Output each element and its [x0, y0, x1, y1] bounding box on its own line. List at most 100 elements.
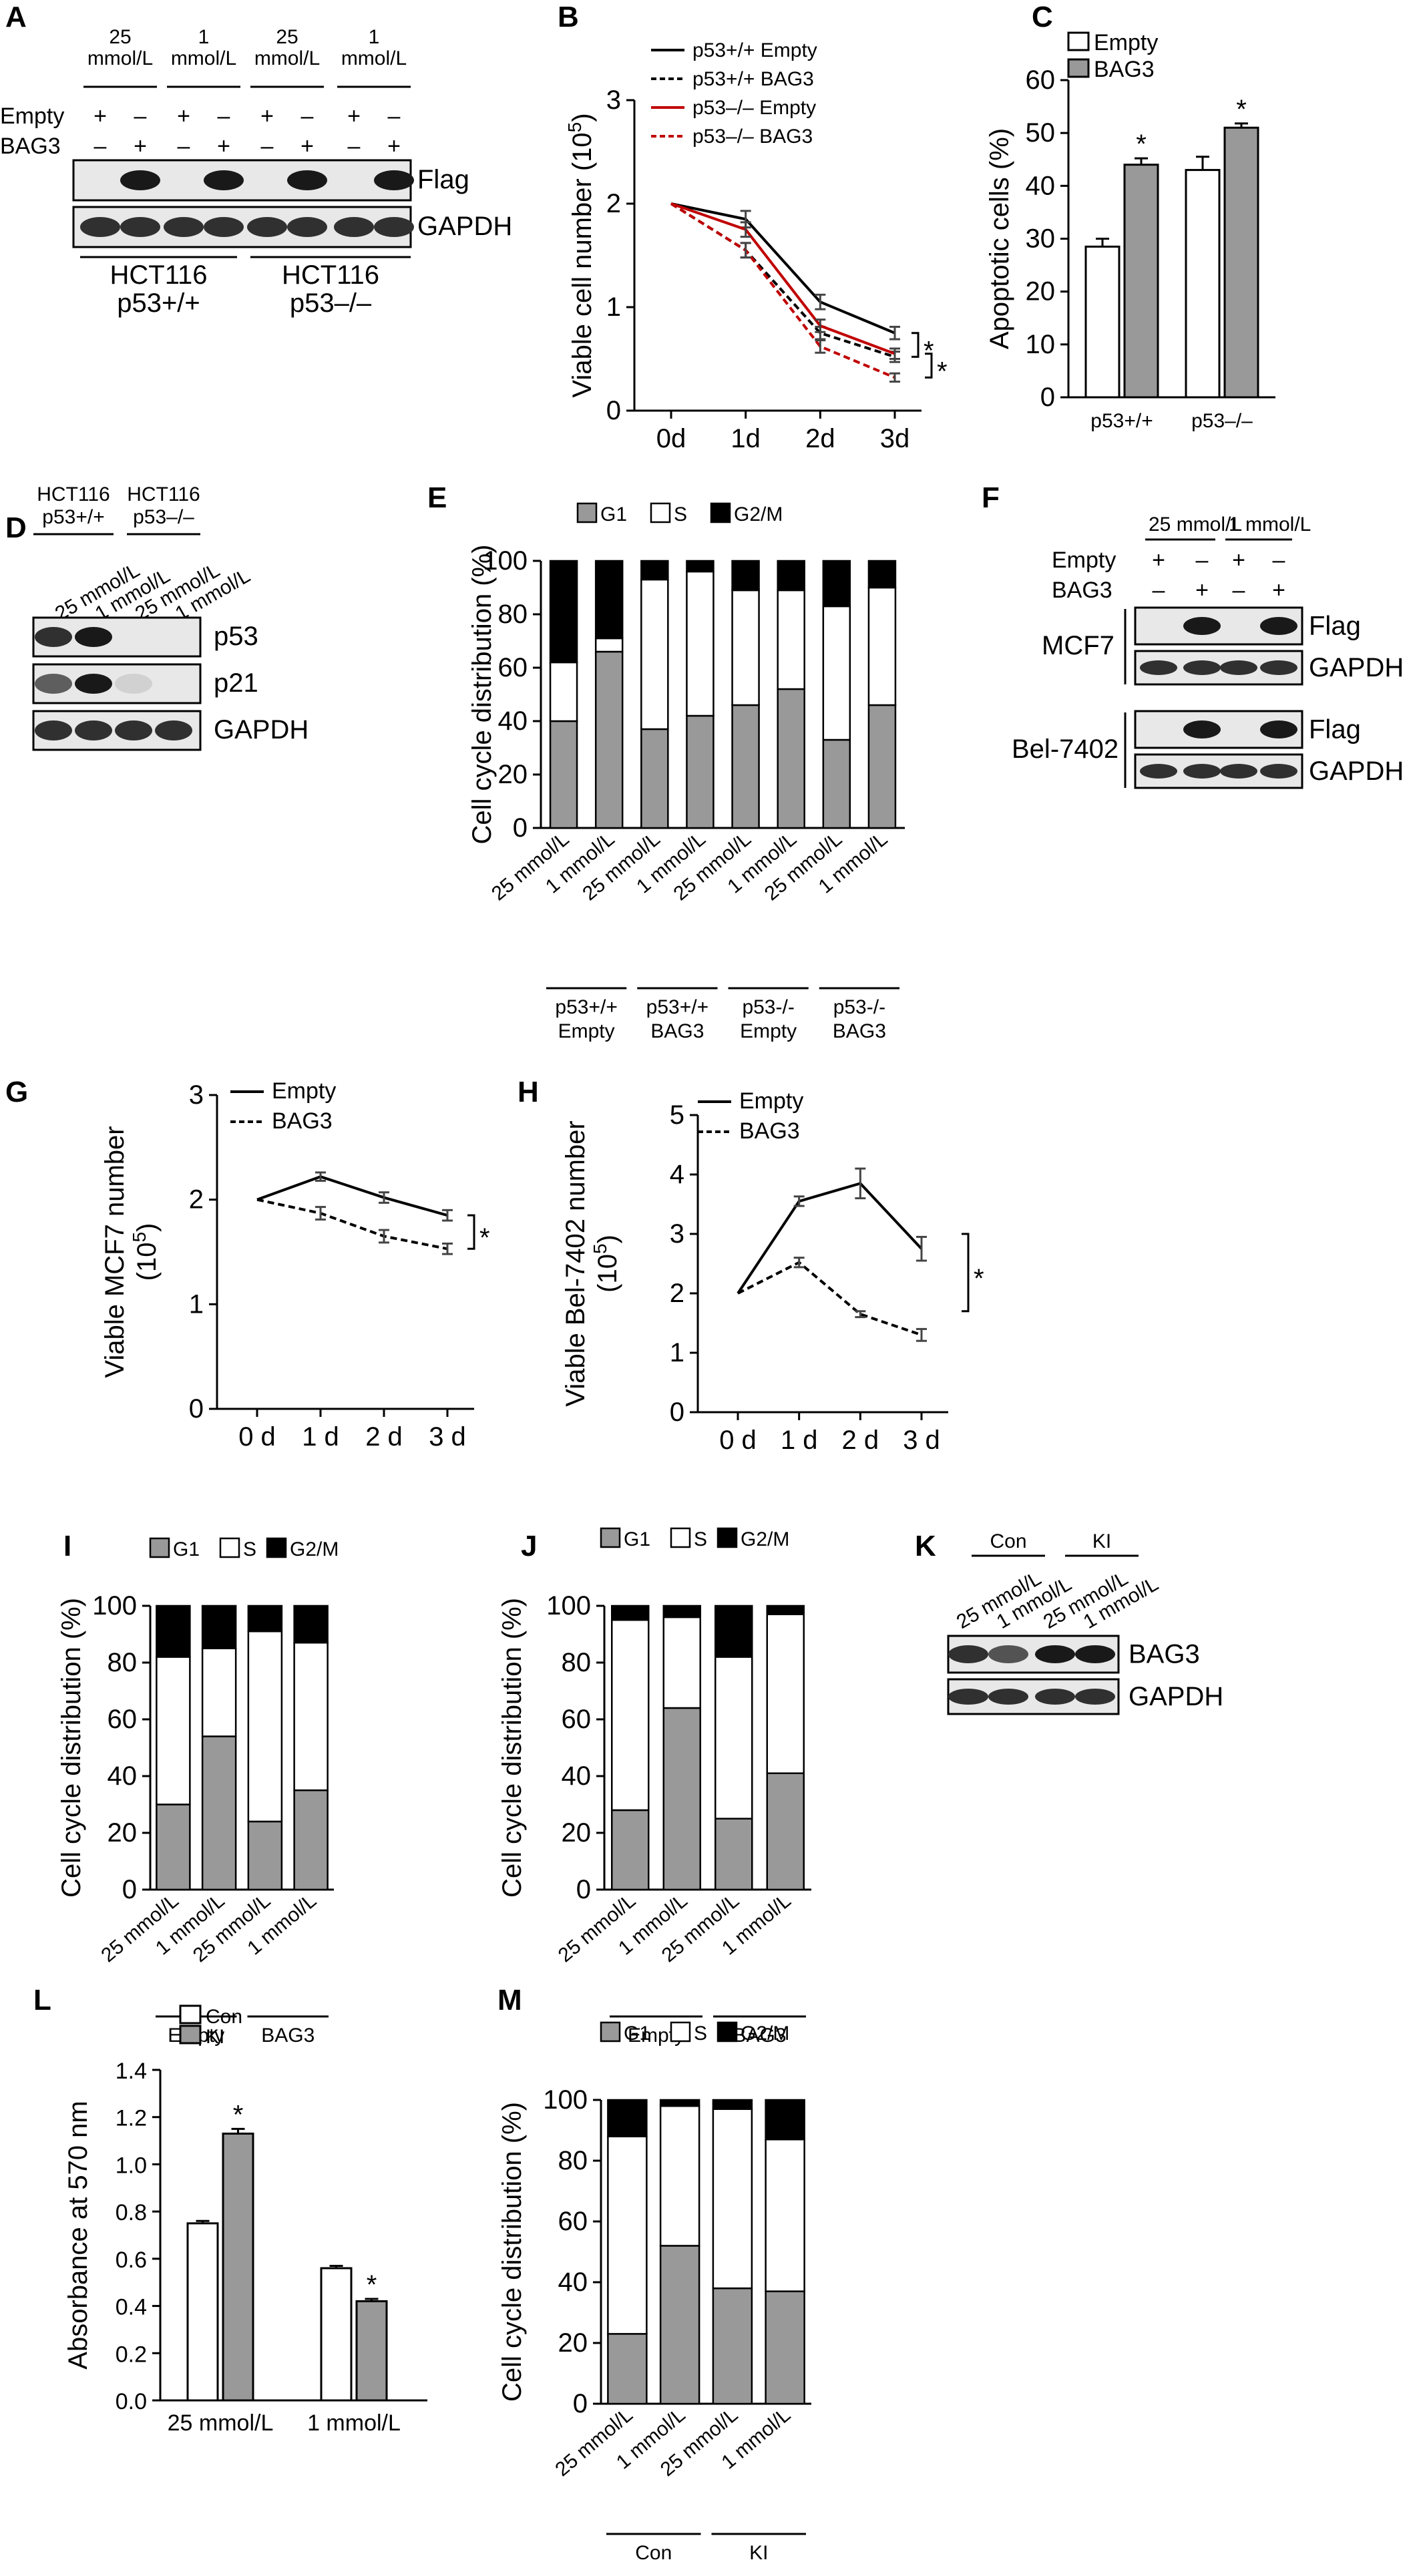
bar-segment — [549, 560, 578, 664]
group-label: BAG3 — [261, 2024, 315, 2047]
y-tick-label: 1 — [670, 1338, 684, 1367]
lane-condition-label: mmol/L — [254, 47, 320, 69]
bar-segment — [156, 1604, 191, 1658]
band-label: GAPDH — [417, 212, 512, 241]
y-tick-label: 1.4 — [116, 2059, 147, 2084]
significance-star: * — [1136, 130, 1147, 159]
y-tick-label: 20 — [108, 1818, 138, 1848]
bar-segment — [611, 1619, 650, 1811]
y-axis-label: (105) — [590, 1235, 623, 1293]
band-label: GAPDH — [1309, 653, 1404, 682]
bar-segment — [594, 560, 624, 640]
panel-label-L: L — [33, 1984, 51, 2016]
bar-segment — [766, 1772, 805, 1891]
bar-segment — [662, 1604, 701, 1619]
group-label: HCT116 — [110, 260, 208, 290]
y-tick-label: 0.2 — [116, 2342, 147, 2367]
sign-mark: + — [1195, 578, 1209, 603]
band — [120, 170, 160, 190]
bar-segment — [867, 704, 897, 829]
bar-segment — [765, 2290, 805, 2405]
bar-segment — [594, 650, 624, 829]
series-line — [256, 1198, 448, 1251]
bar-segment — [715, 1656, 753, 1819]
band — [35, 720, 72, 740]
sign-mark: – — [348, 134, 361, 159]
bar-segment — [607, 2099, 648, 2137]
group-label: p53–/– — [133, 506, 194, 528]
panel-label-J: J — [521, 1530, 537, 1562]
chart-G: 0 1 2 3 Viable MCF7 number (105) 0 d 1 d 2 d 3 d E… — [100, 1078, 490, 1452]
y-axis-label-part: (10 — [132, 1243, 162, 1281]
series-line — [670, 202, 895, 355]
y-tick-label: 60 — [498, 653, 528, 682]
y-axis-label: Viable Bel-7402 number — [561, 1120, 590, 1406]
bar-segment — [715, 1817, 753, 1891]
band — [35, 674, 72, 694]
lane-condition-label: mmol/L — [87, 47, 153, 69]
significance-star: * — [367, 2270, 377, 2300]
bar-segment — [712, 2287, 753, 2405]
y-tick-label: 100 — [483, 546, 528, 576]
legend-label: BAG3 — [272, 1108, 333, 1134]
cell-line-label: Bel-7402 — [1012, 734, 1119, 764]
band — [247, 217, 287, 237]
bar-segment — [607, 2135, 648, 2335]
sign-mark: + — [1152, 548, 1165, 573]
group-label: KI — [1092, 1530, 1111, 1552]
sign-mark: + — [93, 103, 107, 129]
bar-segment — [712, 2099, 753, 2110]
band — [988, 1689, 1028, 1705]
panel-label-A: A — [5, 1, 27, 33]
y-tick-label: 80 — [558, 2146, 588, 2175]
y-axis-label-sup: 5 — [129, 1232, 150, 1243]
bar-segment — [777, 589, 805, 690]
legend-swatch — [149, 1537, 170, 1558]
y-tick-label: 0.4 — [116, 2295, 147, 2320]
bar-segment — [659, 2245, 700, 2405]
y-axis-label-part: (10 — [593, 1254, 622, 1293]
group-label: p53-/- — [742, 996, 794, 1018]
sign-mark: – — [1153, 578, 1165, 603]
y-axis-label: Apoptotic cells (%) — [985, 128, 1014, 349]
legend-label: G1 — [173, 1538, 200, 1560]
band — [115, 674, 152, 694]
sign-mark: + — [1272, 578, 1285, 603]
bar-segment — [659, 2099, 700, 2107]
sign-mark: + — [134, 134, 147, 159]
lane-condition-label: 1 — [198, 26, 210, 48]
legend-swatch — [266, 1537, 287, 1558]
y-tick-label: 80 — [562, 1648, 592, 1677]
bar — [1123, 164, 1159, 399]
x-category-label: 25 mmol/L — [168, 2410, 274, 2436]
band — [1183, 660, 1221, 675]
y-tick-label: 20 — [558, 2328, 588, 2358]
group-label: BAG3 — [733, 2024, 786, 2047]
y-tick-label: 20 — [1026, 277, 1056, 306]
legend-swatch — [717, 2021, 738, 2043]
band-label: Flag — [417, 165, 469, 194]
legend-swatch — [717, 1527, 738, 1548]
band — [948, 1645, 988, 1663]
chart-L: 0.0 0.2 0.4 0.6 0.8 1.0 1.2 1.4 Absorbance at 57… — [63, 2004, 427, 2436]
y-tick-label: 60 — [1026, 65, 1056, 95]
y-tick-label: 0 — [189, 1394, 204, 1424]
band-label: p53 — [214, 622, 258, 651]
y-tick-label: 1 — [606, 292, 621, 322]
band — [204, 217, 244, 237]
band — [204, 170, 244, 190]
group-label: Empty — [558, 1020, 615, 1042]
bar — [320, 2267, 353, 2402]
band-label: GAPDH — [1129, 1682, 1223, 1711]
group-label: p53-/- — [833, 996, 885, 1018]
y-tick-label: 0 — [606, 396, 621, 425]
significance-star: * — [1236, 95, 1247, 124]
y-axis-label-part: ) — [132, 1223, 162, 1232]
legend-label: Empty — [739, 1088, 803, 1114]
legend-swatch — [576, 502, 598, 523]
y-tick-label: 4 — [670, 1160, 684, 1189]
x-tick-label: 1 d — [302, 1422, 339, 1452]
bar-segment — [640, 728, 669, 829]
band — [287, 217, 327, 237]
